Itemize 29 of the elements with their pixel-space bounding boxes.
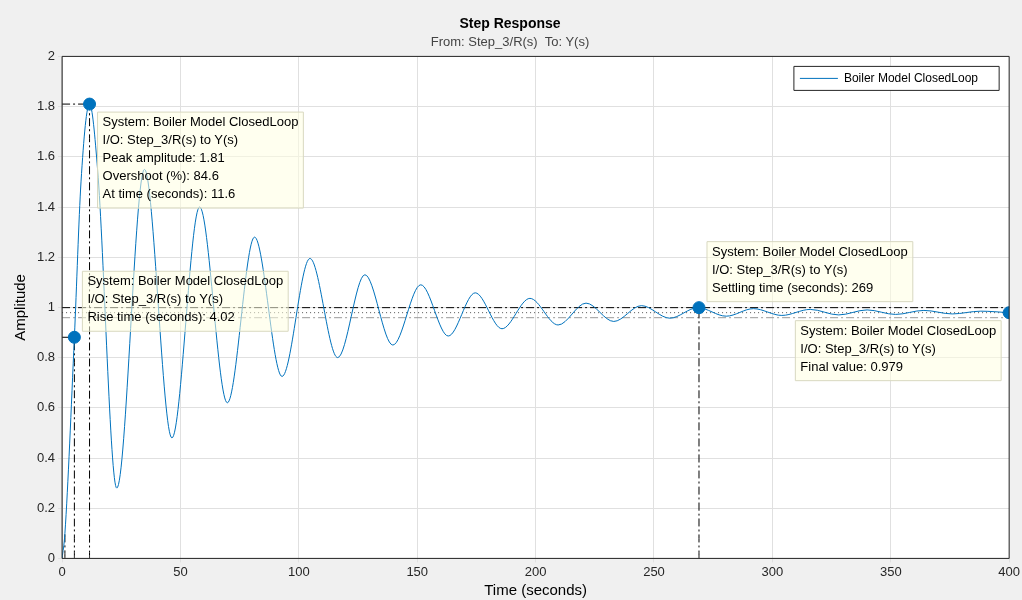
chart-subtitle: From: Step_3/R(s) To: Y(s) <box>430 34 590 50</box>
x-tick-label: 400 <box>998 563 1021 579</box>
x-tick-label: 300 <box>761 563 784 579</box>
y-tick-label: 1.2 <box>36 248 56 264</box>
x-tick-label: 150 <box>406 563 429 579</box>
y-tick-label: 1.4 <box>36 198 56 214</box>
x-tick-label: 100 <box>287 563 310 579</box>
annotation: System: Boiler Model ClosedLoop I/O: Step_3/R(s) to Y(s) Final value: 0.979 <box>800 322 997 374</box>
x-tick-label: 50 <box>173 563 188 579</box>
y-tick-label: 2 <box>47 47 56 63</box>
y-tick-label: 1.8 <box>36 98 56 114</box>
y-tick-label: 0 <box>47 549 56 565</box>
x-tick-label: 250 <box>643 563 665 579</box>
y-tick-label: 1 <box>47 298 56 314</box>
y-tick-label: 1.6 <box>36 148 56 164</box>
y-tick-label: 0.2 <box>36 499 56 515</box>
y-axis-title: Amplitude <box>11 274 29 341</box>
x-tick-label: 0 <box>58 563 66 579</box>
annotation: System: Boiler Model ClosedLoop I/O: Step_3/R(s) to Y(s) Settling time (seconds): 269 <box>711 243 908 295</box>
y-tick-label: 0.6 <box>36 399 56 415</box>
annotation: System: Boiler Model ClosedLoop I/O: Step_3/R(s) to Y(s) Rise time (seconds): 4.02 <box>87 273 284 325</box>
y-tick-label: 0.4 <box>36 449 56 465</box>
x-tick-label: 350 <box>879 563 902 579</box>
legend-label: Boiler Model ClosedLoop <box>843 70 979 85</box>
y-tick-label: 0.8 <box>36 349 56 365</box>
annotation: System: Boiler Model ClosedLoop I/O: Step_3/R(s) to Y(s) Peak amplitude: 1.81 Overshoot (%): 84.6 At time (seconds): 11.6 <box>102 114 299 202</box>
chart-title: Step Response <box>459 15 561 32</box>
x-axis-title: Time (seconds) <box>484 581 588 599</box>
x-tick-label: 200 <box>524 563 547 579</box>
